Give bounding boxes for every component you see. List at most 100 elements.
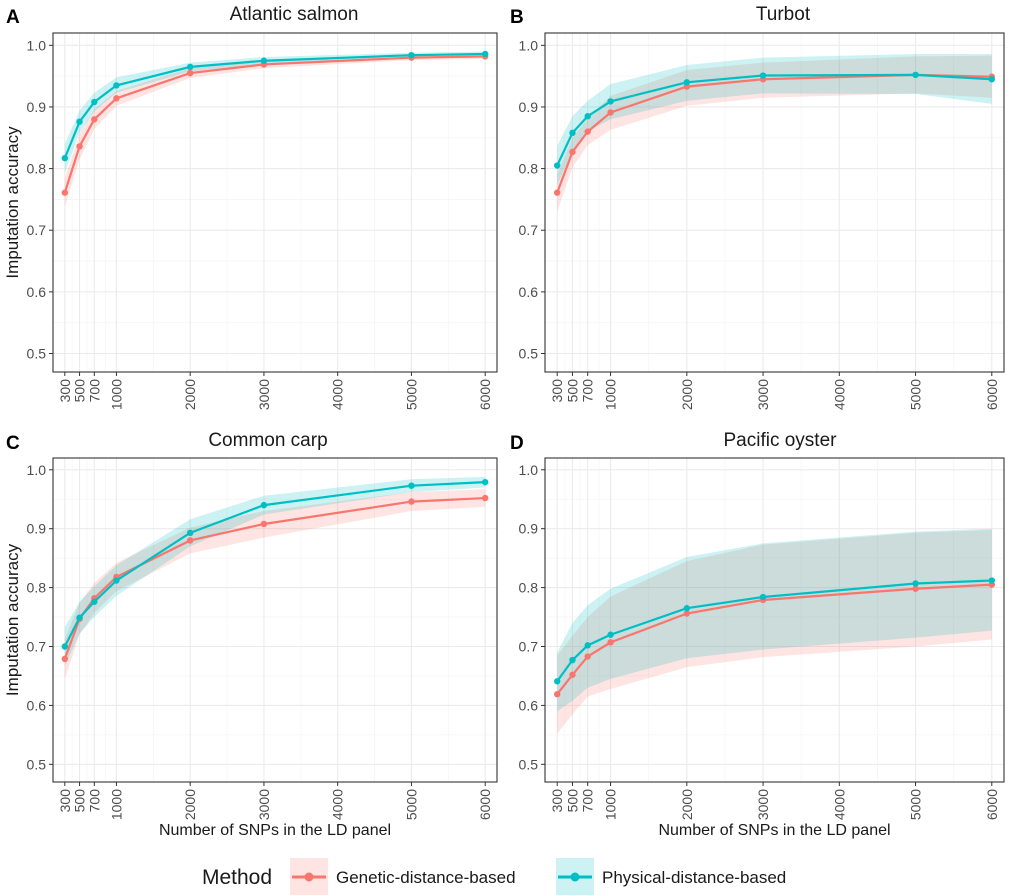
x-tick-label: 2000 <box>182 789 198 820</box>
y-tick-label: 0.8 <box>519 161 539 177</box>
data-point-physical <box>91 98 98 106</box>
data-point-physical <box>607 98 614 105</box>
y-tick-label: 0.5 <box>519 346 539 362</box>
data-point-genetic <box>912 585 919 592</box>
panel-b: 0.5 0.6 0.7 0.8 0.9 1.0 300 500 700 1000 2000 3000 4… <box>510 4 1005 410</box>
y-tick-label: 0.8 <box>27 161 47 177</box>
data-point-genetic <box>683 610 691 617</box>
x-tick-label: 5000 <box>908 379 924 410</box>
y-tick-label: 1.0 <box>27 462 47 478</box>
ribbon-genetic <box>64 489 486 679</box>
legend-point-physical <box>570 872 580 882</box>
x-tick-label: 500 <box>72 789 88 813</box>
plot-border <box>544 457 1005 783</box>
data-point-physical <box>61 154 69 162</box>
series-line-genetic <box>63 55 486 193</box>
series-line-physical <box>63 52 486 159</box>
x-tick-label: 700 <box>86 789 102 813</box>
x-tick-label: 500 <box>564 789 580 813</box>
series-line-physical <box>63 481 486 648</box>
y-tick-label: 0.6 <box>519 697 539 713</box>
data-point-physical <box>76 118 83 125</box>
x-tick-label: 2000 <box>679 789 695 820</box>
y-tick-label: 0.5 <box>519 756 539 772</box>
data-point-physical <box>553 678 561 685</box>
data-point-genetic <box>61 189 69 196</box>
data-point-physical <box>186 529 194 537</box>
y-tick-label: 0.7 <box>27 639 47 655</box>
y-tick-label: 0.6 <box>27 284 47 300</box>
plot-background <box>545 458 1004 782</box>
data-point-genetic <box>408 498 415 505</box>
x-tick-label: 3000 <box>256 789 272 820</box>
data-point-physical <box>569 656 576 664</box>
y-axis-label: Imputation accuracy <box>3 126 22 279</box>
x-tick-label: 500 <box>72 379 88 403</box>
x-tick-label: 6000 <box>984 379 1000 410</box>
data-point-genetic <box>186 69 194 77</box>
y-tick-label: 0.5 <box>27 346 47 362</box>
x-tick-label: 6000 <box>477 379 493 410</box>
panel-title: Pacific oyster <box>724 430 838 451</box>
x-tick-label: 1000 <box>603 789 619 820</box>
data-point-physical <box>408 482 415 489</box>
data-point-physical <box>408 51 415 59</box>
ribbon-genetic <box>557 529 992 734</box>
x-tick-label: 5000 <box>908 789 924 820</box>
data-point-physical <box>912 71 919 79</box>
data-point-physical <box>759 593 767 601</box>
data-point-genetic <box>481 494 489 502</box>
y-tick-label: 0.5 <box>27 756 47 772</box>
data-point-physical <box>113 82 120 89</box>
x-tick-label: 300 <box>549 789 565 813</box>
panel-title: Turbot <box>756 4 811 25</box>
data-point-physical <box>759 72 767 79</box>
data-point-physical <box>481 50 489 58</box>
y-tick-label: 0.9 <box>519 521 539 537</box>
data-point-physical <box>584 642 591 649</box>
x-tick-label: 3000 <box>256 379 272 410</box>
data-point-genetic <box>113 95 120 102</box>
x-tick-label: 2000 <box>679 379 695 410</box>
y-tick-label: 0.9 <box>519 99 539 115</box>
legend-label-genetic: Genetic-distance-based <box>336 868 516 887</box>
data-point-physical <box>683 605 691 612</box>
data-point-physical <box>569 129 576 137</box>
panel-tag: C <box>6 433 20 454</box>
ribbon-physical <box>64 476 486 666</box>
y-tick-label: 0.9 <box>27 99 47 115</box>
x-axis-label: Number of SNPs in the LD panel <box>658 822 890 839</box>
data-point-physical <box>186 63 194 71</box>
data-point-physical <box>683 79 691 86</box>
panel-d: 0.5 0.6 0.7 0.8 0.9 1.0 300 500 700 1000 2000 3000 4… <box>510 430 1005 839</box>
x-tick-label: 6000 <box>477 789 493 820</box>
data-point-genetic <box>186 537 194 544</box>
x-tick-label: 1000 <box>603 379 619 410</box>
data-point-genetic <box>260 520 268 528</box>
panel-title: Common carp <box>208 430 327 451</box>
series-line-genetic <box>556 583 992 695</box>
legend: Method Genetic-distance-based Physical-d… <box>202 858 786 895</box>
x-tick-label: 3000 <box>755 379 771 410</box>
y-tick-label: 0.7 <box>519 222 539 238</box>
x-tick-label: 300 <box>57 789 73 813</box>
y-tick-label: 1.0 <box>519 37 539 53</box>
x-tick-label: 500 <box>564 379 580 403</box>
data-point-physical <box>76 614 83 621</box>
x-tick-label: 3000 <box>755 789 771 820</box>
data-point-genetic <box>584 653 591 660</box>
x-tick-label: 300 <box>549 379 565 403</box>
y-tick-label: 1.0 <box>27 37 47 53</box>
y-tick-label: 0.8 <box>27 580 47 596</box>
x-tick-label: 1000 <box>108 379 124 410</box>
x-tick-label: 5000 <box>403 789 419 820</box>
plot-border <box>52 32 498 373</box>
plot-background <box>53 458 497 782</box>
data-point-physical <box>988 76 996 83</box>
y-tick-label: 0.8 <box>519 580 539 596</box>
x-axis-label: Number of SNPs in the LD panel <box>159 822 391 839</box>
